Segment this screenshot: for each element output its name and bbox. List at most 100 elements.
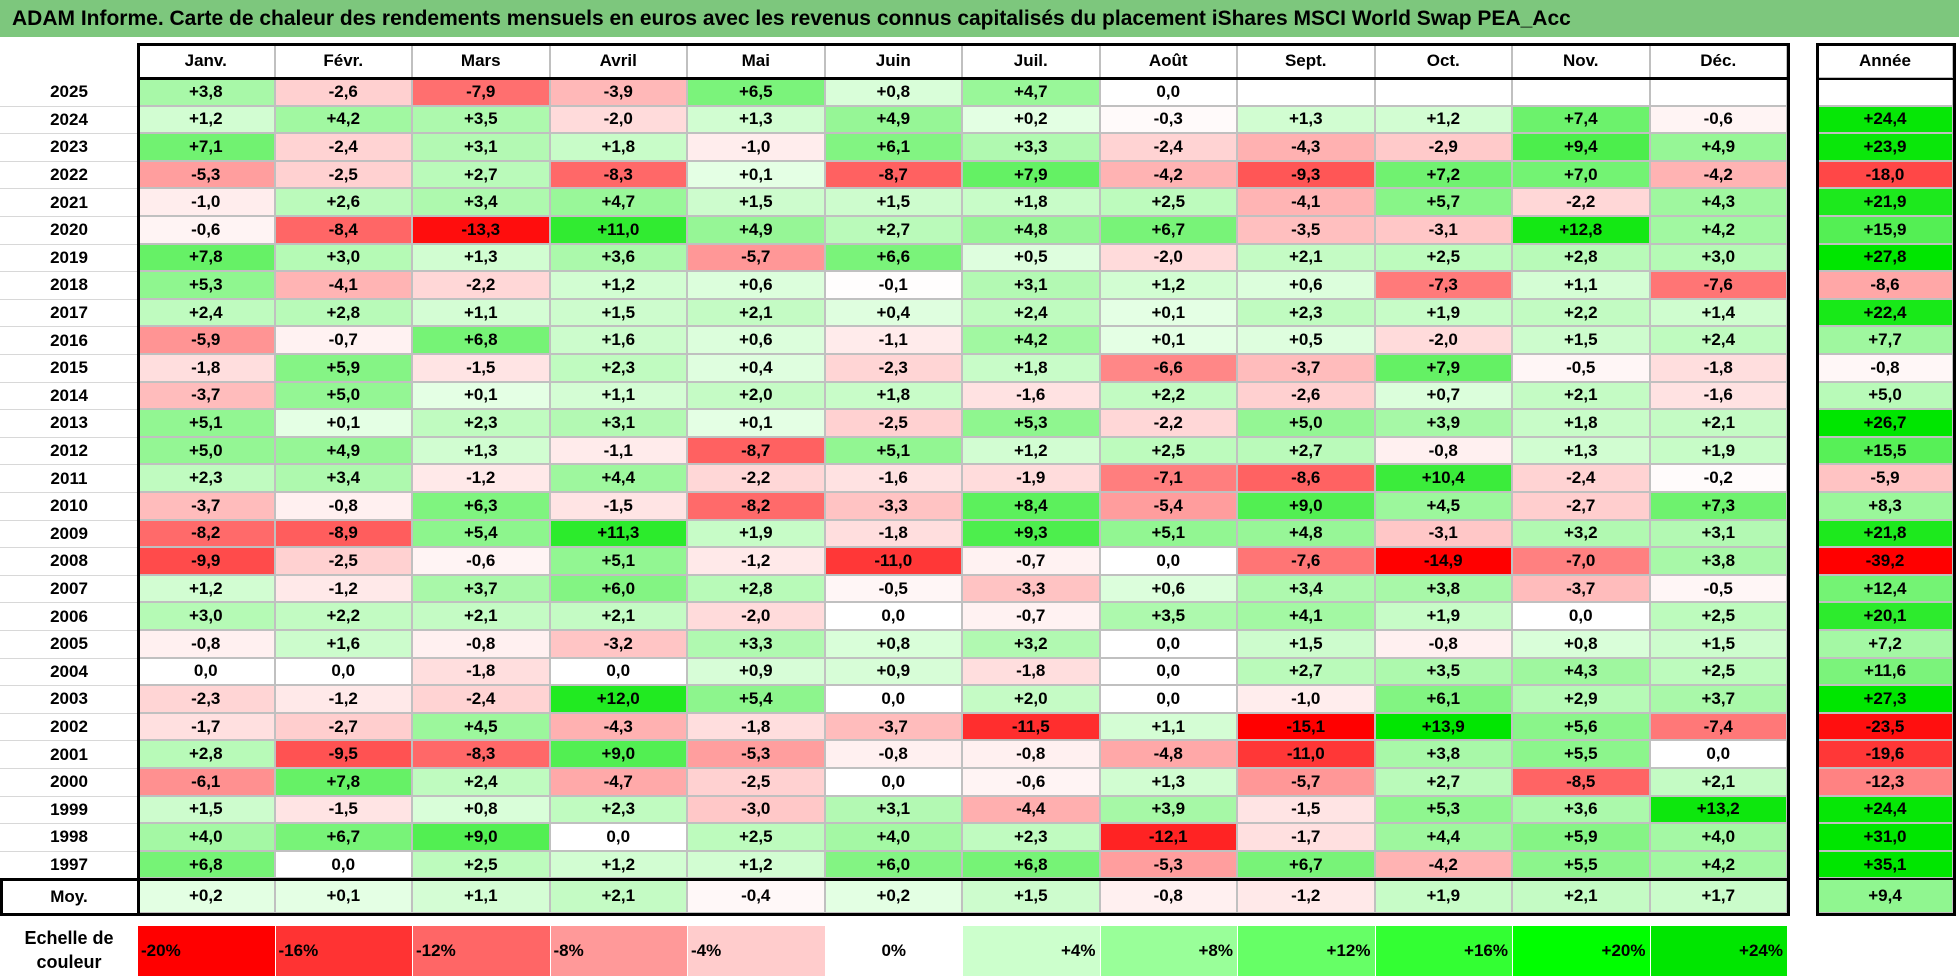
heatmap-cell [1238, 79, 1376, 107]
heatmap-cell: +3,4 [275, 465, 413, 493]
heatmap-cell: +1,9 [1375, 299, 1513, 328]
heatmap-cell: -11,0 [825, 548, 963, 576]
heatmap-cell: +0,9 [825, 658, 963, 687]
month-header: Août [1100, 44, 1238, 79]
heatmap-cell: -0,6 [413, 548, 551, 576]
heatmap-cell: -2,4 [1100, 134, 1238, 162]
heatmap-cell: +13,2 [1650, 796, 1788, 825]
average-cell: -0,8 [1100, 880, 1238, 914]
heatmap-cell: +6,1 [825, 134, 963, 162]
heatmap-cell: -0,8 [963, 741, 1101, 769]
heatmap-cell: +3,6 [1513, 796, 1651, 825]
heatmap-cell: +4,4 [550, 465, 688, 493]
heatmap-cell: +7,2 [1375, 161, 1513, 190]
heatmap-cell: +3,1 [550, 410, 688, 438]
heatmap-cell: +6,8 [963, 851, 1101, 880]
annual-cell: +7,2 [1818, 631, 1954, 659]
heatmap-cell: -3,3 [825, 493, 963, 521]
heatmap-cell: +1,8 [963, 189, 1101, 217]
heatmap-cell: -9,3 [1238, 161, 1376, 190]
heatmap-cell: -1,7 [138, 713, 276, 742]
month-header: Nov. [1513, 44, 1651, 79]
heatmap-cell: +5,9 [1513, 824, 1651, 852]
heatmap-cell: +9,3 [963, 520, 1101, 549]
heatmap-cell: +1,1 [1513, 272, 1651, 300]
heatmap-cell: -4,1 [275, 272, 413, 300]
heatmap-cell: 0,0 [825, 686, 963, 714]
heatmap-cell: -3,7 [1513, 575, 1651, 604]
heatmap-cell: +6,8 [413, 327, 551, 355]
heatmap-cell: -1,2 [275, 575, 413, 604]
heatmap-cell: +9,0 [1238, 493, 1376, 521]
heatmap-cell: +1,8 [825, 382, 963, 411]
heatmap-cell: 0,0 [1650, 741, 1788, 769]
heatmap-cell: +4,0 [825, 824, 963, 852]
year-label: 2018 [0, 272, 138, 300]
heatmap-cell: +4,7 [963, 79, 1101, 107]
heatmap-cell: -5,3 [1100, 851, 1238, 880]
heatmap-cell: -3,3 [963, 575, 1101, 604]
heatmap-cell: +5,5 [1513, 851, 1651, 880]
heatmap-cell: +1,2 [688, 851, 826, 880]
heatmap-cell: +5,3 [963, 410, 1101, 438]
heatmap-cell: +3,9 [1375, 410, 1513, 438]
heatmap-cell: -0,8 [138, 631, 276, 659]
heatmap-cell: -7,9 [413, 79, 551, 107]
heatmap-cell: -0,7 [275, 327, 413, 355]
annual-cell: -19,6 [1818, 741, 1954, 769]
heatmap-cell: +0,1 [688, 410, 826, 438]
heatmap-cell: 0,0 [1100, 548, 1238, 576]
heatmap-cell: +2,3 [963, 824, 1101, 852]
heatmap-cell: -4,2 [1375, 851, 1513, 880]
heatmap-cell: -7,1 [1100, 465, 1238, 493]
heatmap-cell: +7,9 [1375, 355, 1513, 383]
year-label: 2013 [0, 410, 138, 438]
heatmap-cell: -1,0 [1238, 686, 1376, 714]
heatmap-cell: -2,5 [688, 769, 826, 797]
heatmap-cell: +4,9 [688, 217, 826, 245]
year-label: 2001 [0, 741, 138, 769]
heatmap-cell: +12,0 [550, 686, 688, 714]
heatmap-cell: -8,7 [688, 437, 826, 466]
heatmap-cell: +0,6 [1238, 272, 1376, 300]
heatmap-cell: +3,5 [1100, 603, 1238, 631]
heatmap-cell: -1,8 [1650, 355, 1788, 383]
heatmap-cell: -1,6 [825, 465, 963, 493]
heatmap-cell: +0,8 [825, 631, 963, 659]
heatmap-cell: +1,8 [550, 134, 688, 162]
heatmap-cell: -0,5 [1650, 575, 1788, 604]
heatmap-cell: 0,0 [1100, 631, 1238, 659]
annual-cell: -0,8 [1818, 355, 1954, 383]
heatmap-cell: -1,8 [138, 355, 276, 383]
average-label: Moy. [0, 880, 138, 914]
heatmap-cell: -12,1 [1100, 824, 1238, 852]
heatmap-cell: -2,2 [413, 272, 551, 300]
heatmap-cell: +5,4 [688, 686, 826, 714]
month-header: Juil. [963, 44, 1101, 79]
heatmap-cell: -0,1 [825, 272, 963, 300]
heatmap-cell: -15,1 [1238, 713, 1376, 742]
heatmap-cell [1513, 79, 1651, 107]
heatmap-cell: +7,9 [963, 161, 1101, 190]
heatmap-cell: +1,2 [138, 575, 276, 604]
heatmap-cell: +1,1 [1100, 713, 1238, 742]
heatmap-cell: -1,0 [138, 189, 276, 217]
heatmap-cell: -8,3 [550, 161, 688, 190]
heatmap-cell: +3,0 [1650, 244, 1788, 273]
heatmap-cell: +2,5 [1100, 437, 1238, 466]
heatmap-cell: -0,5 [1513, 355, 1651, 383]
heatmap-cell: +1,6 [275, 631, 413, 659]
heatmap-cell: -1,6 [963, 382, 1101, 411]
heatmap-cell: +3,1 [1650, 520, 1788, 549]
heatmap-cell: 0,0 [825, 769, 963, 797]
heatmap-cell: -2,2 [1513, 189, 1651, 217]
heatmap-cell: +8,4 [963, 493, 1101, 521]
heatmap-cell: -0,6 [138, 217, 276, 245]
heatmap-cell: 0,0 [275, 851, 413, 880]
annual-cell: +7,7 [1818, 327, 1954, 355]
heatmap-cell: +5,0 [1238, 410, 1376, 438]
heatmap-cell: -0,7 [963, 603, 1101, 631]
average-cell: +2,1 [1513, 880, 1651, 914]
year-label: 2002 [0, 713, 138, 742]
heatmap-cell: +0,4 [825, 299, 963, 328]
